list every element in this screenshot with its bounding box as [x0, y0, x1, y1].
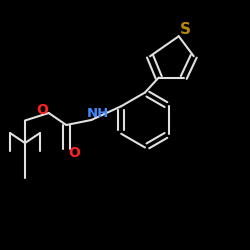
Text: NH: NH	[86, 107, 108, 120]
Text: S: S	[180, 22, 190, 38]
Text: O: O	[36, 102, 48, 117]
Text: O: O	[68, 146, 80, 160]
